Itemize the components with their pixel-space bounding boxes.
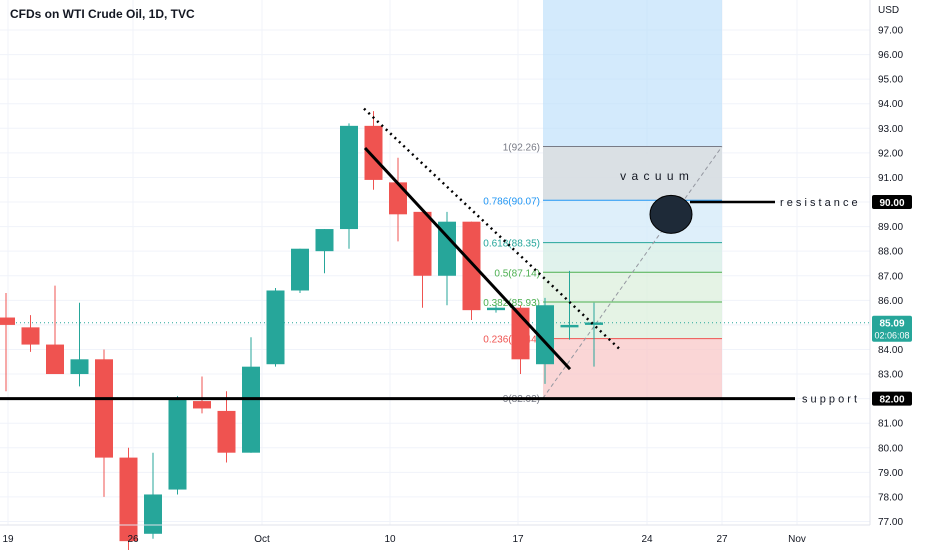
candle-body	[536, 305, 554, 365]
trendline-dotted	[363, 107, 621, 351]
price-tick: 96.00	[878, 50, 903, 61]
candle-body	[315, 229, 334, 252]
price-tick: 86.00	[878, 296, 903, 307]
fib-zone	[543, 146, 722, 201]
trendline-solid	[363, 146, 572, 371]
candle-body	[389, 182, 407, 215]
candle-body	[46, 344, 64, 375]
candle-body	[438, 221, 456, 276]
price-tick: 89.00	[878, 222, 903, 233]
support-price-tag-label: 82.00	[879, 395, 904, 406]
time-tick: 17	[512, 534, 524, 545]
candle-body	[119, 457, 138, 542]
price-tick: 91.00	[878, 173, 903, 184]
resistance-label: r e s i s t a n c e	[780, 197, 858, 209]
candle-body	[487, 307, 505, 311]
candle-body	[144, 494, 162, 534]
fib-level-label: 0.618(88.35)	[483, 239, 540, 250]
time-tick: 27	[716, 534, 728, 545]
candle-body	[168, 398, 187, 490]
resistance-price-tag-label: 90.00	[879, 198, 904, 209]
time-tick: 19	[2, 534, 14, 545]
fib-zone	[543, 200, 722, 243]
candle-body	[70, 359, 89, 375]
price-tick: 81.00	[878, 419, 903, 430]
chart-title: CFDs on WTI Crude Oil, 1D, TVC	[10, 7, 195, 21]
fib-diagonal	[542, 146, 723, 399]
candle-body	[291, 248, 309, 291]
candle-body	[413, 211, 432, 276]
support-label: s u p p o r t	[802, 394, 857, 406]
candle-body	[364, 125, 383, 180]
currency-label: USD	[878, 5, 899, 16]
candle-body	[462, 221, 481, 311]
candle-body	[21, 327, 40, 345]
fib-zone	[543, 272, 722, 303]
price-tick: 92.00	[878, 148, 903, 159]
fib-level-label: 1(92.26)	[503, 142, 540, 153]
price-tick: 78.00	[878, 492, 903, 503]
candle-body	[193, 401, 211, 409]
fib-level-label: 0.5(87.14)	[494, 268, 540, 279]
fib-level-label: 0.786(90.07)	[483, 196, 540, 207]
candle-body	[585, 322, 603, 325]
fib-zone	[543, 242, 722, 273]
candle-body	[95, 359, 113, 458]
price-tick: 95.00	[878, 75, 903, 86]
candle-body	[266, 290, 285, 365]
time-tick: 26	[127, 534, 139, 545]
price-tick: 93.00	[878, 124, 903, 135]
price-tick: 84.00	[878, 345, 903, 356]
time-tick: Nov	[788, 534, 806, 545]
price-tick: 94.00	[878, 99, 903, 110]
price-tick: 80.00	[878, 443, 903, 454]
candle-body	[217, 410, 236, 453]
last-price-tag-label: 85.09	[879, 319, 904, 330]
candle-body	[560, 324, 579, 328]
price-tick: 83.00	[878, 370, 903, 381]
time-tick: 10	[384, 534, 396, 545]
fib-zone	[543, 338, 722, 399]
candle-body	[340, 125, 358, 230]
vacuum-circle	[649, 194, 693, 234]
fib-level-label: 0.382(85.93)	[483, 298, 540, 309]
support-price-tag	[872, 391, 912, 406]
candle-body	[0, 317, 15, 325]
time-tick: Oct	[254, 534, 270, 545]
price-axis-bg	[870, 0, 932, 550]
price-tick: 79.00	[878, 468, 903, 479]
fib-zone	[543, 302, 722, 339]
last-price-countdown: 02:06:08	[874, 331, 909, 341]
price-tick: 87.00	[878, 271, 903, 282]
price-tick: 97.00	[878, 26, 903, 37]
candle-body	[242, 366, 260, 453]
price-tick: 88.00	[878, 247, 903, 258]
vacuum-label: v a c u u m	[620, 169, 690, 183]
resistance-price-tag	[872, 195, 912, 210]
time-tick: 24	[641, 534, 653, 545]
price-tick: 77.00	[878, 517, 903, 528]
last-price-tag	[872, 315, 912, 342]
